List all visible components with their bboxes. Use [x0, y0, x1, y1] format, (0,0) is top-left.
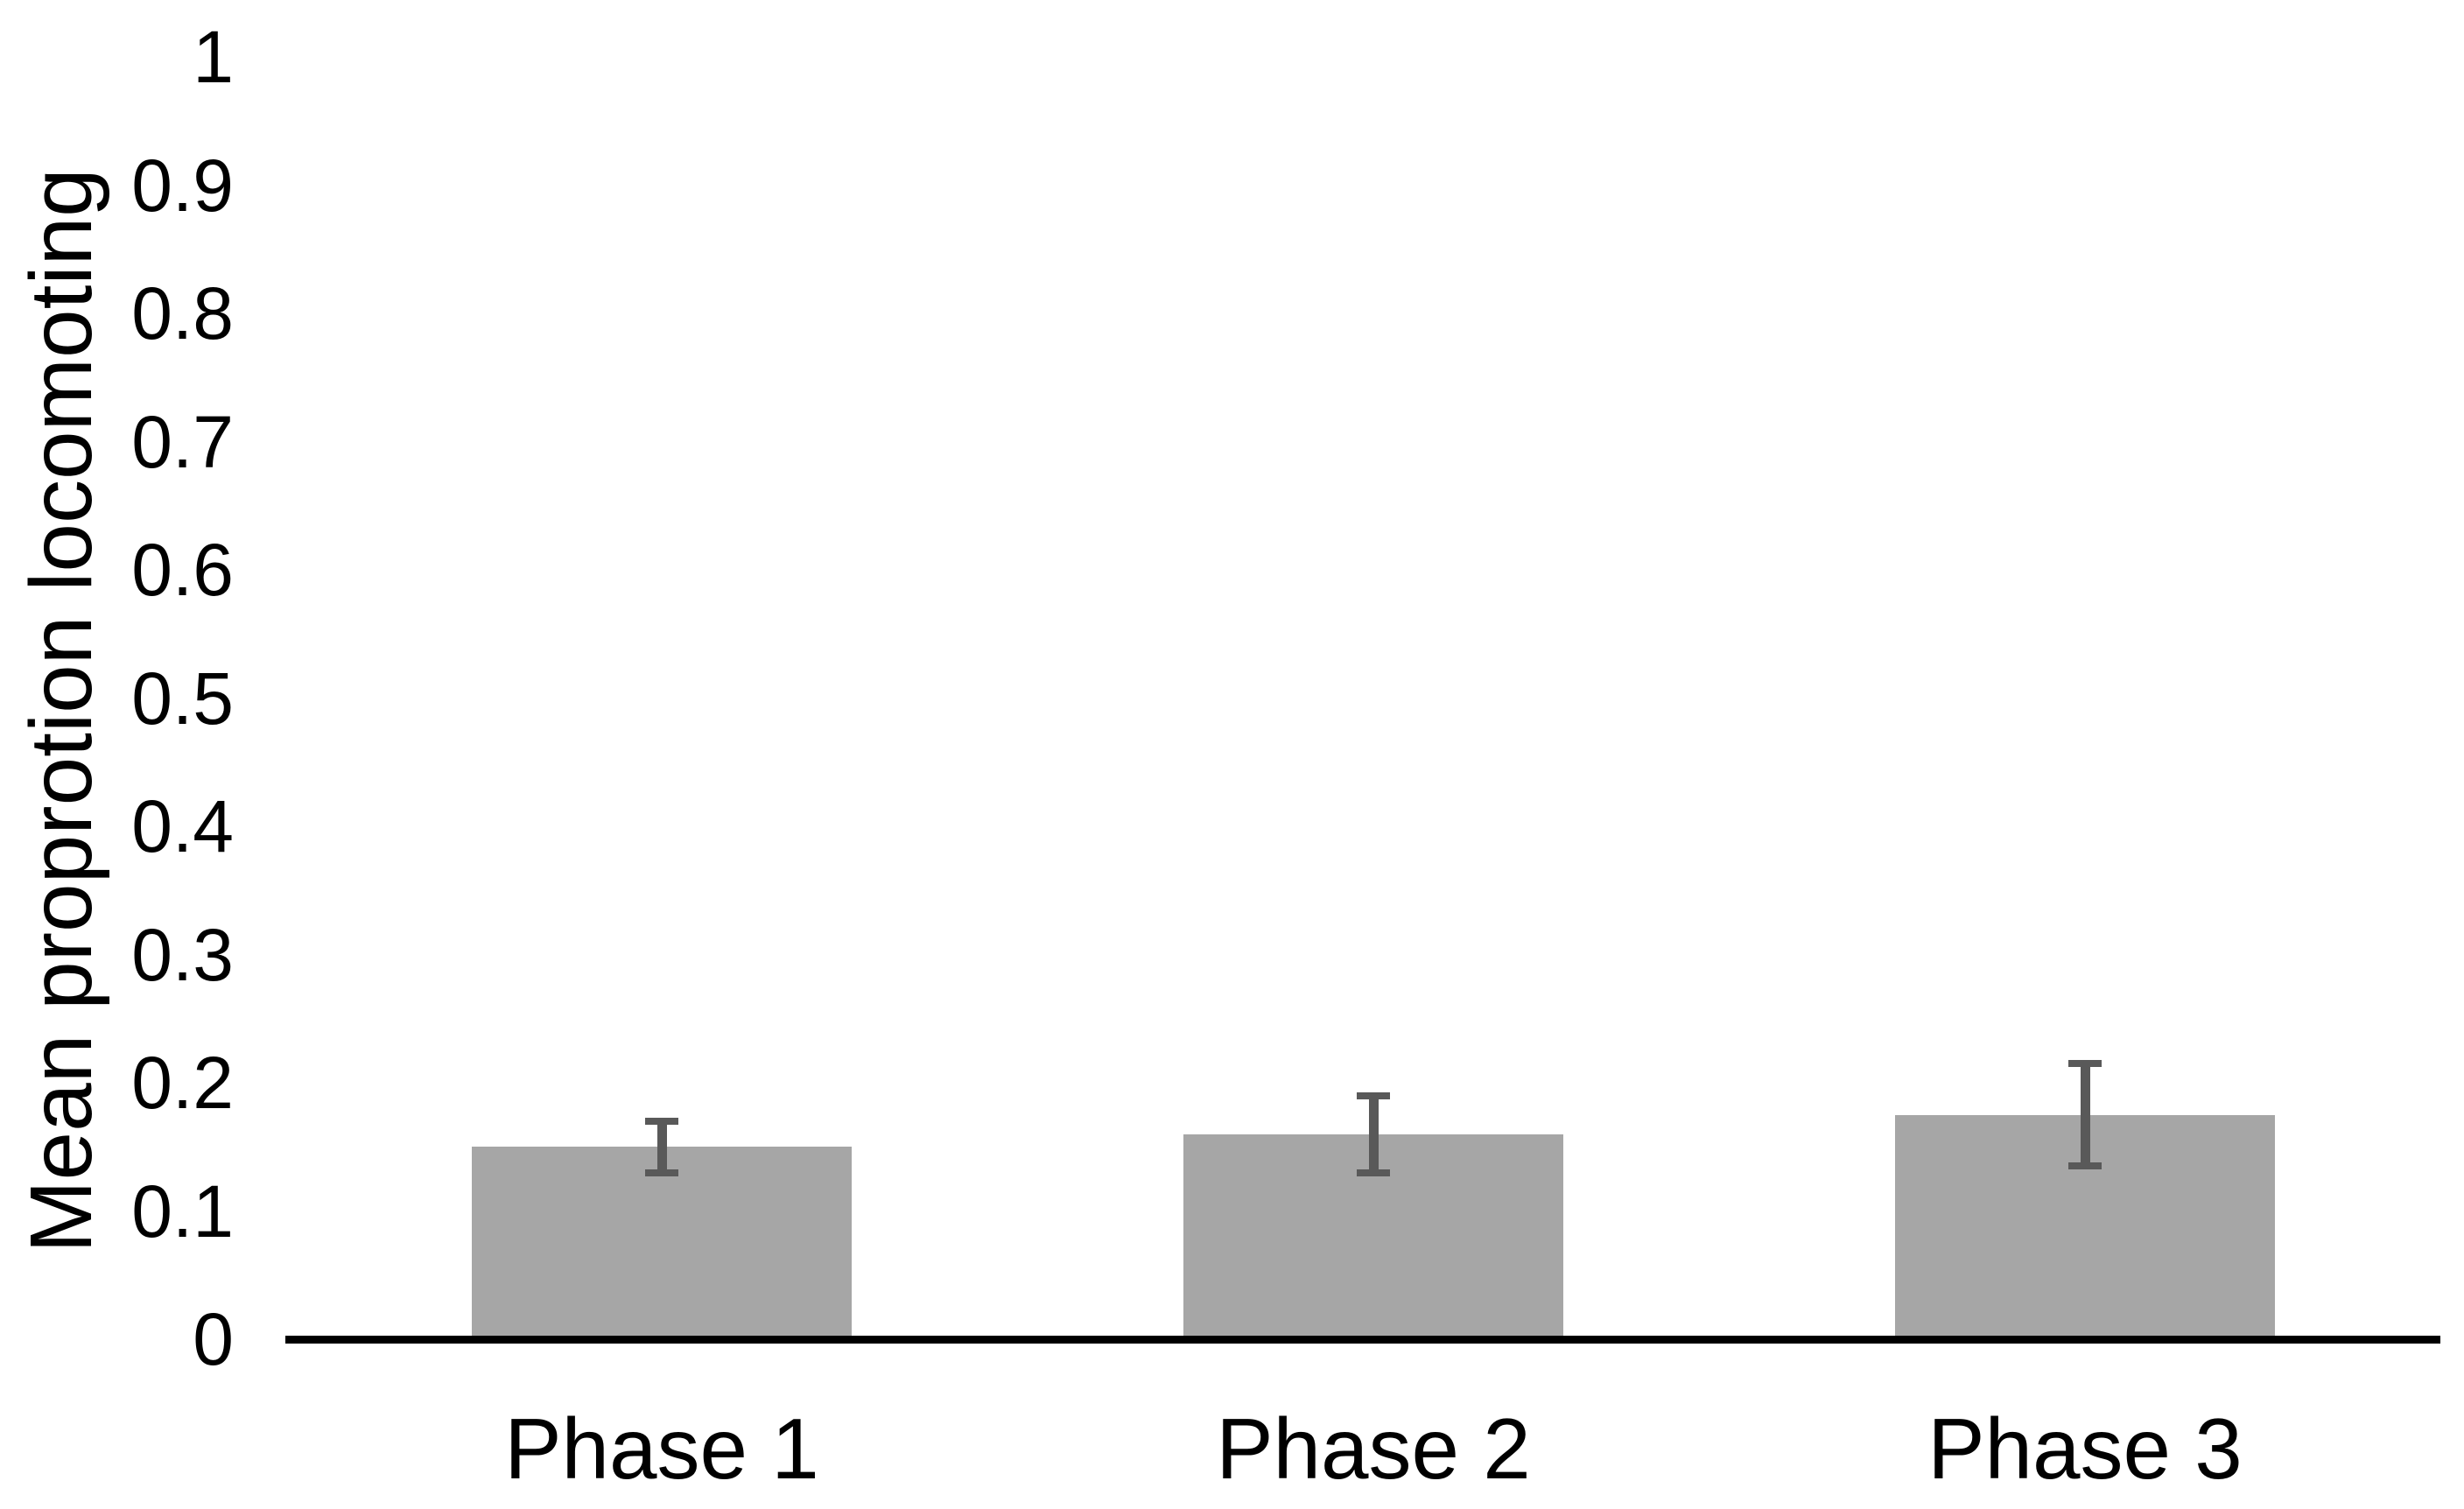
x-axis-category-label: Phase 3	[1927, 1400, 2243, 1497]
y-axis-tick-label: 0.8	[131, 272, 234, 354]
y-axis-tick-label: 0	[193, 1298, 234, 1380]
error-bar-top-cap	[1357, 1091, 1390, 1099]
error-bar-stem	[656, 1120, 667, 1173]
y-axis-tick-label: 0.1	[131, 1169, 234, 1253]
y-axis-tick-label: 0.5	[131, 656, 234, 740]
y-axis-tick-label: 0.7	[131, 400, 234, 483]
error-bar-bottom-cap	[645, 1169, 678, 1176]
x-axis-line	[285, 1336, 2440, 1344]
y-axis-tick-label: 0.4	[131, 785, 234, 867]
x-axis-category-label: Phase 2	[1216, 1400, 1531, 1497]
error-bar-bottom-cap	[2068, 1162, 2102, 1170]
error-bar-stem	[2080, 1063, 2090, 1167]
y-axis-tick-label: 0.9	[131, 144, 234, 227]
error-bar-top-cap	[645, 1117, 678, 1125]
error-bar-top-cap	[2068, 1060, 2102, 1068]
error-bar-bottom-cap	[1357, 1169, 1390, 1176]
bar-phase-1	[472, 1147, 852, 1339]
error-bar-stem	[1368, 1095, 1379, 1173]
x-axis-category-label: Phase 1	[504, 1400, 819, 1497]
y-axis-tick-label: 0.6	[131, 529, 234, 611]
y-axis-tick-label: 0.2	[131, 1042, 234, 1124]
y-axis-tick-label: 0.3	[131, 913, 234, 996]
y-axis-tick-label: 1	[193, 16, 234, 98]
